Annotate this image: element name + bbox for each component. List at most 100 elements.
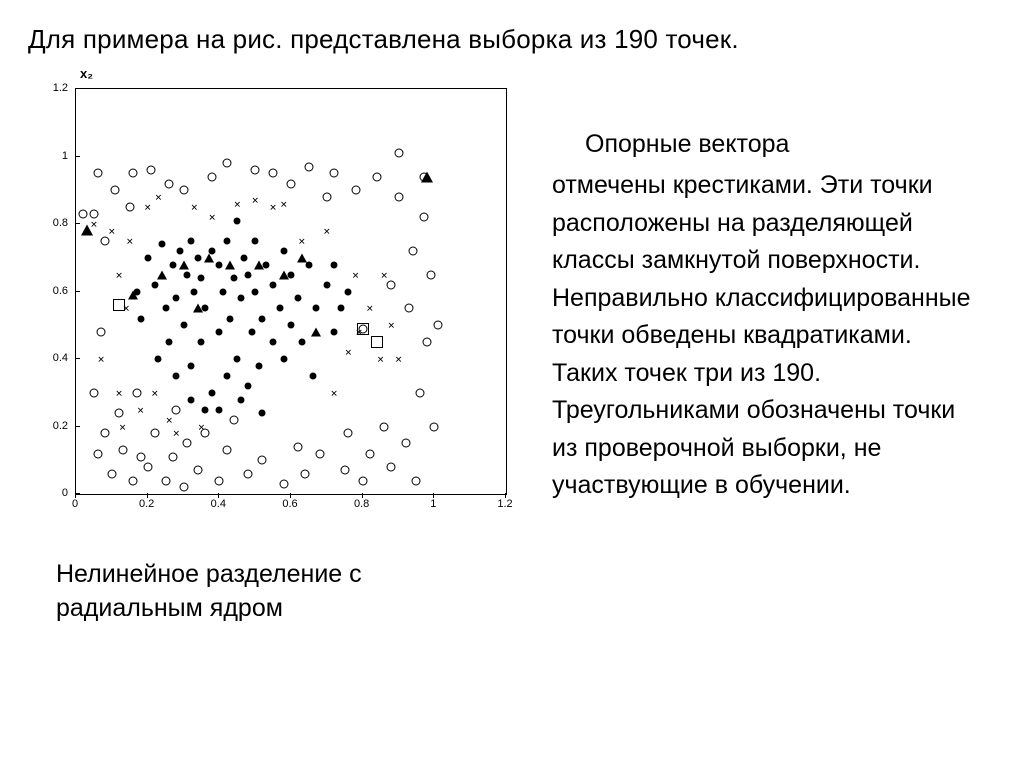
point-class1 (111, 186, 120, 195)
point-class2 (331, 261, 338, 268)
point-support-vector: ✕ (209, 212, 216, 223)
point-class1 (165, 179, 174, 188)
point-class2 (313, 305, 320, 312)
point-class2 (194, 254, 201, 261)
point-class1 (183, 439, 192, 448)
point-support-vector: ✕ (298, 235, 305, 246)
point-class2 (230, 275, 237, 282)
point-class1 (380, 422, 389, 431)
page-root: Для примера на рис. представлена выборка… (0, 0, 1024, 768)
point-class2 (216, 406, 223, 413)
point-support-vector: ✕ (345, 347, 352, 358)
point-support-vector: ✕ (119, 421, 126, 432)
point-class1 (107, 469, 116, 478)
point-support-vector: ✕ (98, 354, 105, 365)
point-class1 (408, 247, 417, 256)
point-support-vector: ✕ (324, 225, 331, 236)
point-class1 (93, 449, 102, 458)
point-class1 (208, 172, 217, 181)
point-class1 (340, 466, 349, 475)
point-support-vector: ✕ (173, 428, 180, 439)
point-class1 (179, 186, 188, 195)
point-class1 (118, 446, 127, 455)
point-class2 (245, 383, 252, 390)
paragraph-body: отмечены крестиками. Эти точки расположе… (552, 167, 982, 505)
point-class2 (155, 356, 162, 363)
point-class2 (259, 410, 266, 417)
point-class2 (219, 288, 226, 295)
point-class2 (277, 305, 284, 312)
point-class2 (237, 295, 244, 302)
point-class2 (159, 241, 166, 248)
point-support-vector: ✕ (155, 192, 162, 203)
paragraph-lead: Опорные вектора (585, 130, 789, 159)
point-class1 (419, 213, 428, 222)
point-validation (311, 328, 321, 337)
point-class1 (304, 162, 313, 171)
point-support-vector: ✕ (352, 269, 359, 280)
point-support-vector: ✕ (270, 202, 277, 213)
point-class2 (173, 295, 180, 302)
point-class2 (144, 254, 151, 261)
point-class1 (416, 388, 425, 397)
point-support-vector: ✕ (388, 320, 395, 331)
point-class2 (270, 339, 277, 346)
point-class1 (330, 169, 339, 178)
point-support-vector: ✕ (116, 387, 123, 398)
x-tick-label: 1 (430, 498, 436, 510)
point-class2 (184, 271, 191, 278)
point-class1 (405, 304, 414, 313)
point-class2 (187, 396, 194, 403)
scatter-chart: x₂ ✕✕✕✕✕✕✕✕✕✕✕✕✕✕✕✕✕✕✕✕✕✕✕✕✕✕✕✕✕✕✕✕ 00.2… (30, 66, 530, 526)
x-tick-label: 1.2 (497, 498, 512, 510)
point-class1 (132, 388, 141, 397)
point-validation (279, 270, 289, 279)
y-tick-label: 0 (38, 487, 68, 499)
point-support-vector: ✕ (381, 269, 388, 280)
point-class2 (151, 281, 158, 288)
point-class2 (187, 237, 194, 244)
point-class1 (125, 203, 134, 212)
point-validation (204, 253, 214, 262)
point-class2 (245, 271, 252, 278)
point-misclassified (371, 336, 383, 348)
point-class1 (412, 476, 421, 485)
point-misclassified (357, 323, 369, 335)
point-class1 (168, 452, 177, 461)
point-class2 (288, 322, 295, 329)
point-validation (179, 260, 189, 269)
point-class2 (338, 305, 345, 312)
point-class1 (351, 186, 360, 195)
point-class1 (244, 469, 253, 478)
point-class1 (147, 166, 156, 175)
point-class2 (227, 315, 234, 322)
point-class1 (229, 415, 238, 424)
point-class2 (331, 329, 338, 336)
y-tick-label: 0.4 (38, 352, 68, 364)
point-support-vector: ✕ (109, 225, 116, 236)
point-class2 (202, 406, 209, 413)
point-class2 (234, 356, 241, 363)
page-heading: Для примера на рис. представлена выборка… (28, 24, 739, 55)
point-class1 (394, 149, 403, 158)
point-class2 (309, 372, 316, 379)
point-class2 (237, 396, 244, 403)
point-class1 (373, 172, 382, 181)
point-class1 (150, 429, 159, 438)
chart-caption: Нелинейное разделение с радиальным ядром (56, 558, 362, 626)
y-axis-label: x₂ (80, 66, 93, 81)
point-class2 (252, 288, 259, 295)
point-support-vector: ✕ (252, 195, 259, 206)
point-validation (254, 260, 264, 269)
point-class2 (255, 362, 262, 369)
point-class2 (180, 322, 187, 329)
point-class2 (176, 248, 183, 255)
point-validation (193, 304, 203, 313)
point-support-vector: ✕ (191, 202, 198, 213)
point-class1 (358, 476, 367, 485)
point-class2 (323, 281, 330, 288)
point-class2 (162, 305, 169, 312)
point-class1 (129, 476, 138, 485)
point-class1 (100, 236, 109, 245)
point-class1 (222, 446, 231, 455)
